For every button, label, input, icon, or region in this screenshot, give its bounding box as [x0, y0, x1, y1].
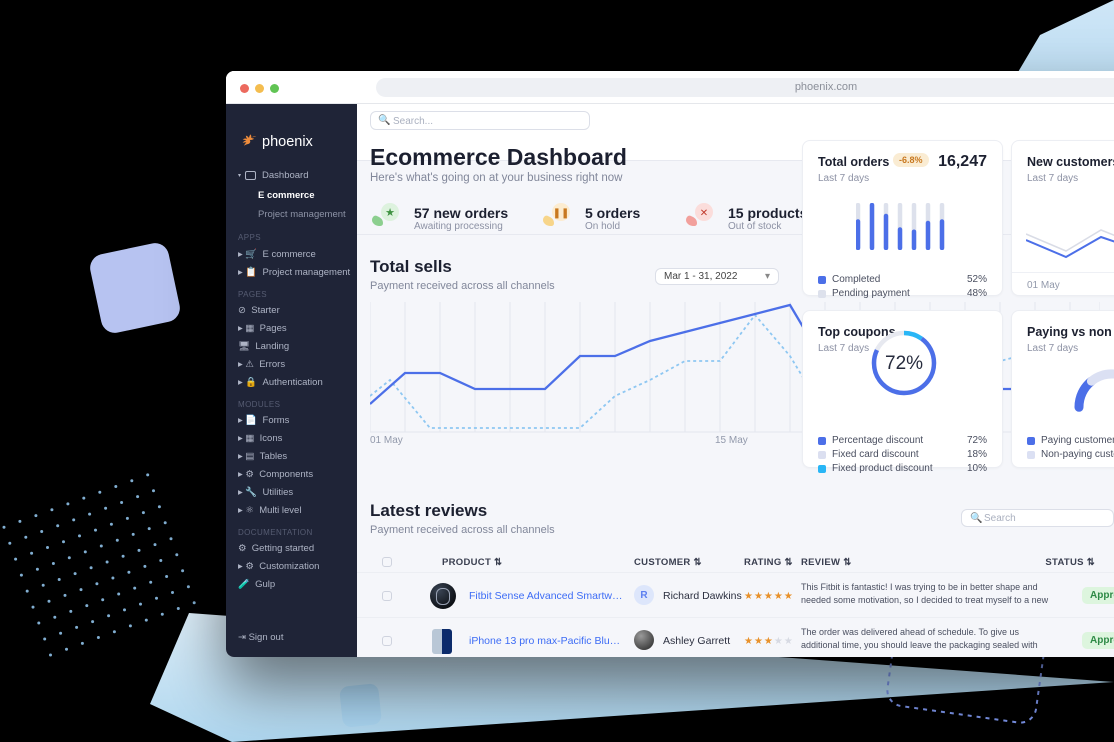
svg-text:❚❚: ❚❚: [553, 208, 570, 219]
svg-text:★: ★: [385, 207, 395, 219]
svg-text:✕: ✕: [700, 208, 708, 219]
